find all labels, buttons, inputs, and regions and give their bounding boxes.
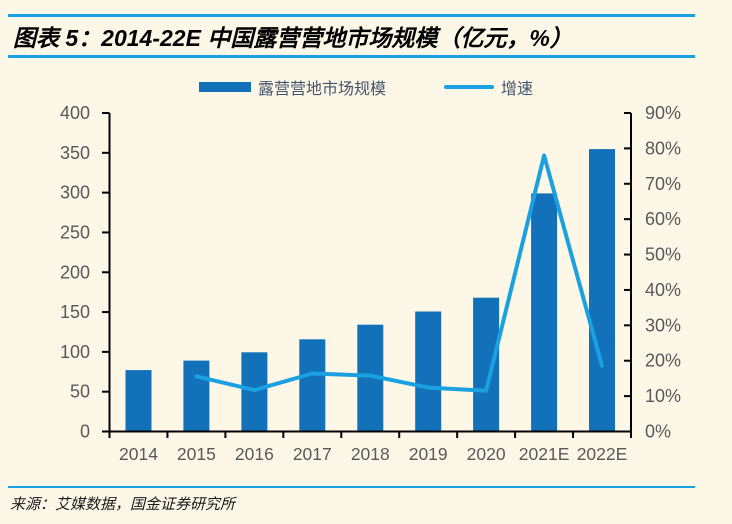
svg-text:40%: 40% — [645, 280, 681, 300]
svg-text:10%: 10% — [645, 386, 681, 406]
svg-text:300: 300 — [60, 183, 90, 203]
svg-text:90%: 90% — [645, 103, 681, 123]
bar-line-chart: 0 50 100 150 200 250 300 350 400 0% 10% 20% 30% 40% 50… — [60, 103, 681, 464]
legend-item-market-size: 露营营地市场规模 — [198, 75, 386, 99]
svg-text:2014: 2014 — [119, 444, 158, 464]
svg-text:50: 50 — [70, 382, 90, 402]
svg-text:150: 150 — [60, 302, 90, 322]
svg-text:30%: 30% — [645, 315, 681, 335]
svg-text:2016: 2016 — [235, 444, 274, 464]
svg-text:60%: 60% — [645, 209, 681, 229]
svg-text:50%: 50% — [645, 245, 681, 265]
source-note: 来源：艾媒数据，国金证券研究所 — [10, 495, 236, 513]
line-series-label: 增速 — [501, 81, 534, 98]
chart-legend: 露营营地市场规模 增速 — [0, 74, 732, 100]
svg-text:250: 250 — [60, 222, 90, 242]
figure-title: 图表 5：2014-22E 中国露营营地市场规模（亿元，%） — [13, 25, 573, 51]
svg-text:0%: 0% — [645, 422, 671, 442]
svg-text:2017: 2017 — [293, 444, 332, 464]
svg-text:2015: 2015 — [177, 444, 216, 464]
svg-text:0: 0 — [80, 422, 90, 442]
svg-text:2020: 2020 — [467, 444, 506, 464]
svg-text:20%: 20% — [645, 351, 681, 371]
bar-series-swatch-icon — [198, 82, 251, 92]
svg-text:2019: 2019 — [409, 444, 448, 464]
bar-series-label: 露营营地市场规模 — [257, 81, 386, 98]
footer-rule — [8, 486, 695, 488]
svg-text:2021E: 2021E — [519, 444, 570, 464]
legend-item-growth: 增速 — [444, 75, 533, 99]
svg-text:80%: 80% — [645, 138, 681, 158]
title-top-rule — [8, 14, 695, 17]
svg-text:2022E: 2022E — [577, 444, 628, 464]
line-series-swatch-icon — [444, 85, 494, 89]
svg-text:70%: 70% — [645, 174, 681, 194]
svg-text:200: 200 — [60, 262, 90, 282]
svg-text:400: 400 — [60, 103, 90, 123]
title-bottom-rule — [8, 55, 695, 58]
svg-text:100: 100 — [60, 342, 90, 362]
svg-text:350: 350 — [60, 143, 90, 163]
svg-text:2018: 2018 — [351, 444, 390, 464]
